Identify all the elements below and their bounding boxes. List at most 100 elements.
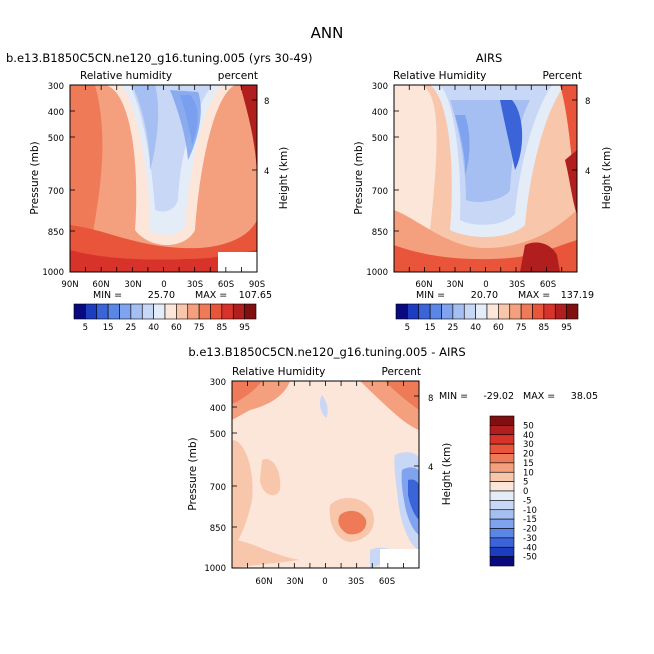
panel-c-xtick-60n: 60N: [255, 577, 272, 587]
panel-a-nh-moist: [70, 85, 103, 272]
colorbar-vertical-swatch: [489, 453, 515, 464]
panel-c-ytick-700: 700: [210, 483, 226, 493]
colorbar-left-swatch: [176, 303, 189, 320]
colorbar-right-swatch: [452, 303, 465, 320]
colorbar-left-swatch: [187, 303, 200, 320]
panel-a-ytick-300: 300: [48, 82, 64, 92]
colorbar-left-label: 75: [194, 323, 205, 333]
panel-a-htick-8: 8: [264, 97, 269, 107]
panel-c-max-value: 38.05: [571, 391, 598, 402]
colorbar-left-label: 95: [239, 323, 250, 333]
panel-b-ytick-700: 700: [372, 187, 388, 197]
panel-c-sh-warm-max: [338, 510, 367, 535]
panel-a-ytick-850: 850: [48, 228, 64, 238]
panel-c-ytick-500: 500: [210, 430, 226, 440]
colorbar-right-swatch: [463, 303, 476, 320]
colorbar-right-label: 5: [405, 323, 410, 333]
colorbar-left-swatch: [85, 303, 98, 320]
panel-a-ylabel-right: Height (km): [278, 147, 290, 210]
colorbar-vertical-label: -40: [523, 543, 537, 553]
panel-b-x-ticks: 60N 30N 0 30S 60S: [415, 280, 556, 290]
colorbar-left-label: 5: [83, 323, 88, 333]
panel-c-ytick-300: 300: [210, 378, 226, 388]
colorbar-left-label: 25: [125, 323, 136, 333]
colorbar-right-swatch: [554, 303, 567, 320]
panel-b-title: AIRS: [476, 51, 503, 65]
panel-b-ytick-400: 400: [372, 108, 388, 118]
panel-a-nh-dry-max: [132, 85, 159, 170]
colorbar-right-swatch: [486, 303, 499, 320]
colorbar-vertical-label: -50: [523, 553, 537, 563]
panel-a-sh-dry-ring: [170, 90, 201, 160]
colorbar-left-label: 60: [171, 323, 182, 333]
panel-c-htick-4: 4: [428, 463, 433, 473]
panel-a-ylabel: Pressure (mb): [29, 141, 41, 214]
panel-c-ylabel-right: Height (km): [441, 443, 453, 506]
panel-b-ytick-850: 850: [372, 228, 388, 238]
colorbar-left-label: 15: [103, 323, 114, 333]
panel-a-field: [70, 85, 257, 272]
axis-tick-marks: [69, 84, 578, 569]
colorbar-vertical-label: 15: [523, 459, 534, 469]
colorbar-right-swatch: [543, 303, 556, 320]
colorbar-left-swatch: [119, 303, 132, 320]
panel-a-ytick-1000: 1000: [42, 268, 64, 278]
colorbar-vertical-swatch: [489, 518, 515, 529]
colorbar-vertical-label: 30: [523, 440, 534, 450]
panel-c-xtick-30n: 30N: [286, 577, 303, 587]
panel-c-missing-data: [380, 549, 419, 568]
panel-a-title: b.e13.B1850C5CN.ne120_g16.tuning.005 (yr…: [6, 51, 312, 65]
colorbar-right: 5 15 25 40 60 75 85 95: [395, 303, 579, 333]
panel-b-nh-band: [394, 85, 437, 248]
panel-a-htick-4: 4: [264, 167, 269, 177]
panel-b-max-label: MAX =: [518, 290, 550, 301]
colorbar-left-label: 85: [216, 323, 227, 333]
panel-b-ytick-1000: 1000: [366, 268, 388, 278]
panel-c-x-ticks: 60N 30N 0 30S 60S: [255, 577, 395, 587]
colorbar-right-label: 85: [538, 323, 549, 333]
colorbar-vertical-swatch: [489, 481, 515, 492]
colorbar-vertical-label: 10: [523, 468, 534, 478]
colorbar-vertical-swatch: [489, 462, 515, 473]
colorbar-left-swatch: [210, 303, 223, 320]
colorbar-vertical-swatch: [489, 471, 515, 482]
panel-a-surface-layer: [70, 250, 257, 272]
colorbar-right-swatch: [395, 303, 408, 320]
panel-c-field: [232, 381, 419, 568]
panel-a-xtick-60s: 60S: [218, 280, 234, 290]
panel-b-htick-4: 4: [585, 167, 590, 177]
panel-a-xtick-30n: 30N: [124, 280, 141, 290]
colorbar-vertical-label: 50: [523, 421, 534, 431]
panel-c-ytick-850: 850: [210, 524, 226, 534]
panel-b-xtick-30n: 30N: [446, 280, 463, 290]
panel-b-height-ticks: 8 4: [585, 97, 590, 177]
panel-b-xtick-60n: 60N: [415, 280, 432, 290]
panel-c-left-patch: [260, 459, 281, 496]
panel-a-min-label: MIN =: [93, 290, 122, 301]
panel-c-upper-right-max: [385, 381, 419, 410]
colorbar-left-swatch: [107, 303, 120, 320]
panel-c-htick-8: 8: [428, 394, 433, 404]
colorbar-vertical-label: 5: [523, 478, 528, 488]
colorbar-left-swatch: [244, 303, 257, 320]
panel-a-ytick-700: 700: [48, 187, 64, 197]
panel-b-min-value: 20.70: [471, 290, 498, 301]
panel-a-variable: Relative humidity: [80, 70, 172, 82]
colorbar-vertical-swatch: [489, 537, 515, 548]
panel-a-ytick-500: 500: [48, 134, 64, 144]
panel-b-units: Percent: [542, 70, 582, 82]
colorbar-left-swatch: [73, 303, 86, 320]
colorbar-vertical-swatch: [489, 546, 515, 557]
colorbar-left: 5 15 25 40 60 75 85 95: [73, 303, 257, 333]
panel-b-ylabel-right: Height (km): [601, 147, 613, 210]
panel-b-htick-8: 8: [585, 97, 590, 107]
colorbar-vertical-swatch: [489, 528, 515, 539]
panel-c-tropical-dry: [319, 395, 328, 418]
panel-b-variable: Relative Humidity: [393, 70, 486, 82]
colorbar-right-swatch: [429, 303, 442, 320]
panel-a-x-ticks: 90N 60N 30N 0 30S 60S 90S: [61, 280, 265, 290]
colorbar-vertical-label: 20: [523, 450, 534, 460]
